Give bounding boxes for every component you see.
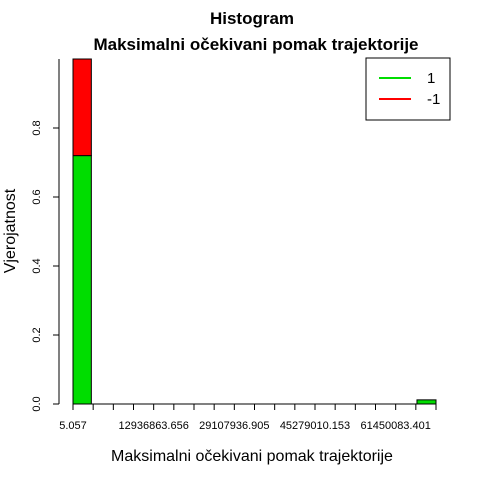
y-tick-label: 0.0 — [31, 396, 43, 411]
x-axis-label: Maksimalni očekivani pomak trajektorije — [111, 448, 393, 465]
x-tick-label: 29107936.905 — [199, 420, 269, 432]
y-ticks: 0.0 0.2 0.4 0.6 0.8 — [31, 120, 59, 412]
chart-subtitle: Maksimalni očekivani pomak trajektorije — [93, 35, 418, 54]
y-tick-label: 0.8 — [31, 120, 43, 135]
x-tick-label: 5.057 — [59, 420, 87, 432]
x-ticks: 5.057 12936863.656 29107936.905 45279010.15… — [59, 404, 437, 432]
x-tick-label: 12936863.656 — [118, 420, 188, 432]
x-tick-label: 45279010.153 — [280, 420, 350, 432]
chart-title: Histogram — [210, 9, 294, 28]
legend-label-series-2: -1 — [427, 91, 440, 108]
bars-group — [72, 58, 437, 405]
bar-bin-0-series-1 — [72, 155, 92, 405]
y-axis-label: Vjerojatnost — [2, 188, 19, 273]
x-tick-label: 61450083.401 — [360, 420, 430, 432]
y-tick-label: 0.4 — [31, 258, 43, 273]
y-tick-label: 0.2 — [31, 327, 43, 342]
legend-label-series-1: 1 — [427, 70, 435, 87]
legend-box — [365, 57, 451, 121]
bar-bin-0-series-2 — [72, 58, 92, 157]
y-tick-label: 0.6 — [31, 189, 43, 204]
legend: 1 -1 — [365, 57, 451, 121]
bar-bin-1-series-1 — [416, 399, 437, 405]
